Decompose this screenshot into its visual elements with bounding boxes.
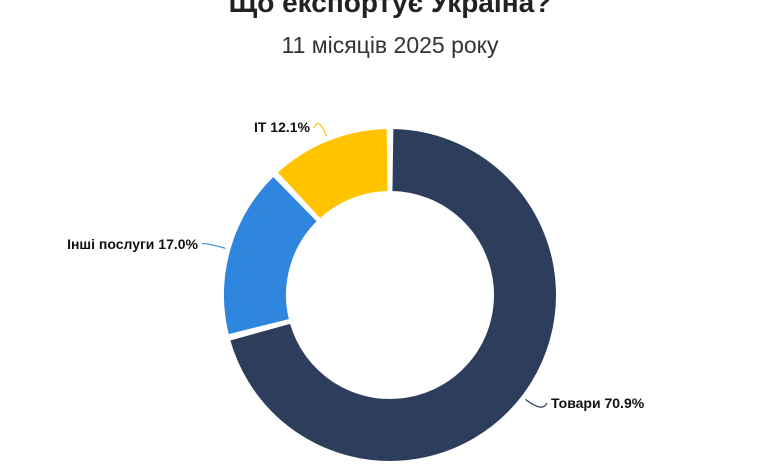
slice-label-2: Інші послуги 17.0% [67,236,198,252]
donut-slice-1 [228,127,558,463]
donut-slice-2 [222,174,319,337]
chart-subtitle: 11 місяців 2025 року [281,32,499,58]
leader-line-3 [313,122,328,137]
leader-line-2 [201,243,226,249]
leader-line-1 [525,398,548,408]
donut-slice-3 [275,127,390,221]
chart-title: Що експортує Україна? [228,0,552,18]
slice-label-3: IT 12.1% [254,119,311,135]
slice-label-1: Товари 70.9% [551,395,645,411]
leader-lines [201,122,548,408]
donut-slices [222,127,558,463]
slice-labels: Товари 70.9% Інші послуги 17.0% IT 12.1% [67,119,645,411]
